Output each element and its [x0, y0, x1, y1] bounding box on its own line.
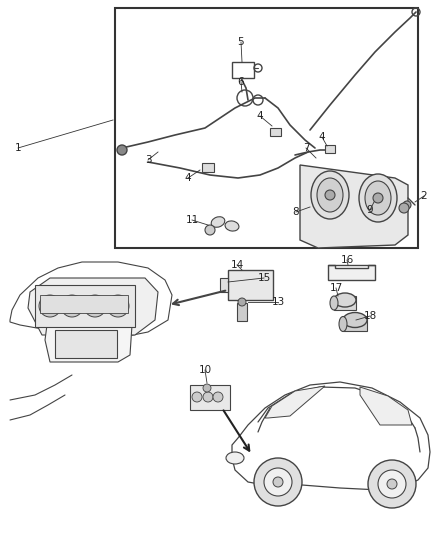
Bar [237, 303, 247, 321]
Bar [115, 8, 418, 248]
Text: 3: 3 [145, 155, 151, 165]
Bar [334, 296, 356, 310]
Circle shape [387, 479, 397, 489]
Circle shape [213, 392, 223, 402]
Circle shape [117, 145, 127, 155]
Text: 9: 9 [367, 205, 373, 215]
Ellipse shape [343, 312, 367, 327]
Ellipse shape [225, 221, 239, 231]
Text: 14: 14 [230, 260, 244, 270]
Circle shape [203, 392, 213, 402]
Polygon shape [28, 278, 158, 335]
Bar [325, 145, 335, 153]
Text: 13: 13 [272, 297, 285, 307]
Text: 16: 16 [340, 255, 353, 265]
Bar [220, 278, 228, 292]
Bar [40, 295, 128, 313]
Text: 6: 6 [238, 77, 244, 87]
Polygon shape [45, 318, 132, 362]
Text: 10: 10 [198, 365, 212, 375]
Circle shape [273, 477, 283, 487]
Circle shape [107, 295, 129, 317]
Bar [35, 285, 135, 327]
Bar [343, 316, 367, 331]
Bar [55, 330, 117, 358]
Circle shape [203, 384, 211, 392]
Text: 11: 11 [185, 215, 198, 225]
Bar [232, 62, 254, 78]
Text: 18: 18 [364, 311, 377, 321]
Circle shape [84, 295, 106, 317]
Circle shape [238, 298, 246, 306]
Text: 4: 4 [257, 111, 263, 121]
Circle shape [399, 203, 409, 213]
Text: 1: 1 [15, 143, 21, 153]
Ellipse shape [325, 190, 335, 200]
Text: 7: 7 [303, 143, 309, 153]
Polygon shape [360, 387, 412, 425]
Ellipse shape [226, 452, 244, 464]
Ellipse shape [317, 178, 343, 212]
Circle shape [192, 392, 202, 402]
Bar [202, 163, 214, 172]
Bar [190, 385, 230, 410]
Ellipse shape [211, 217, 225, 227]
Ellipse shape [334, 293, 356, 307]
Text: 4: 4 [185, 173, 191, 183]
Circle shape [264, 468, 292, 496]
Text: 17: 17 [329, 283, 343, 293]
Text: 2: 2 [420, 191, 427, 201]
Circle shape [61, 295, 83, 317]
Bar [270, 128, 281, 136]
Ellipse shape [359, 174, 397, 222]
Circle shape [205, 225, 215, 235]
Ellipse shape [330, 296, 338, 310]
Text: 5: 5 [238, 37, 244, 47]
Text: 8: 8 [293, 207, 299, 217]
Ellipse shape [373, 193, 383, 203]
Circle shape [254, 458, 302, 506]
Circle shape [39, 295, 61, 317]
Polygon shape [300, 165, 408, 248]
Ellipse shape [339, 317, 347, 332]
Bar [228, 270, 273, 300]
Text: 15: 15 [258, 273, 271, 283]
Circle shape [378, 470, 406, 498]
Circle shape [403, 201, 411, 209]
Polygon shape [265, 386, 325, 418]
Ellipse shape [365, 181, 391, 215]
Ellipse shape [311, 171, 349, 219]
Polygon shape [328, 265, 375, 280]
Text: 4: 4 [319, 132, 325, 142]
Circle shape [368, 460, 416, 508]
